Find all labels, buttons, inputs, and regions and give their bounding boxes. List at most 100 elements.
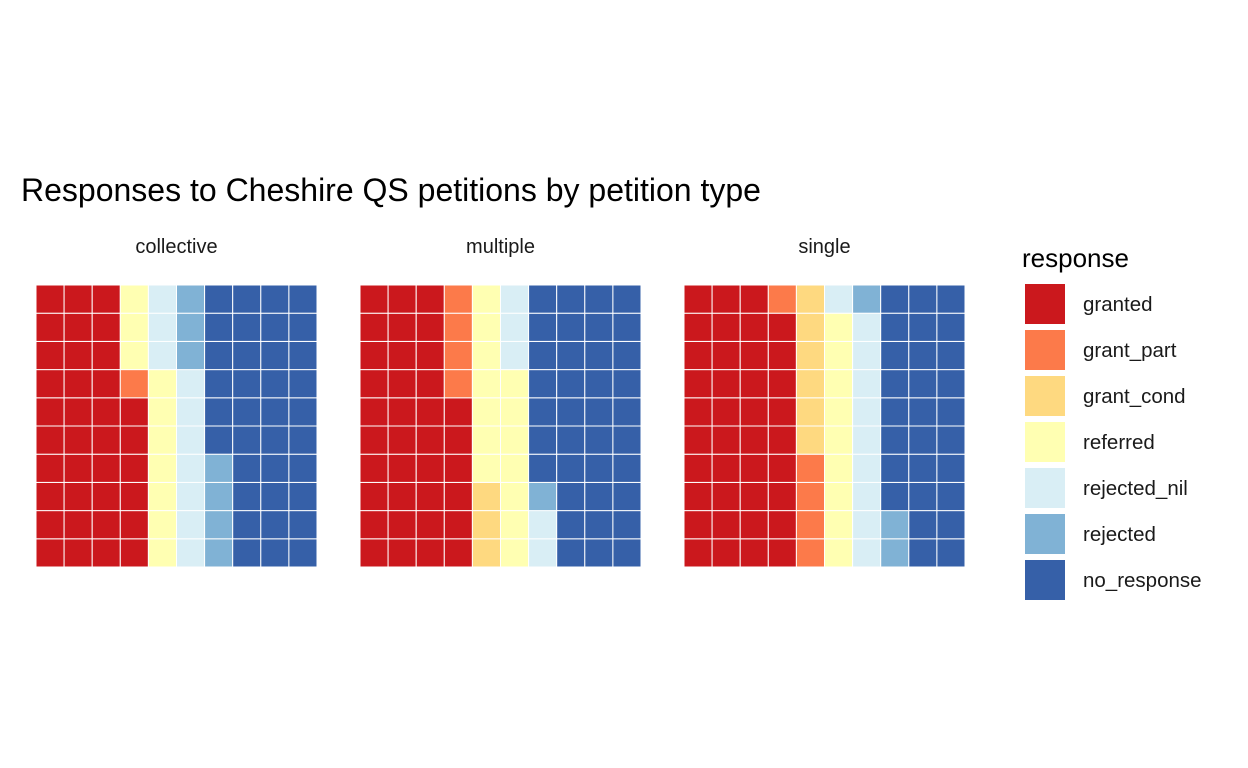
waffle-cell-referred bbox=[500, 369, 530, 399]
waffle-cell-no_response bbox=[880, 453, 910, 483]
waffle-cell-no_response bbox=[288, 285, 317, 314]
waffle-cell-no_response bbox=[232, 510, 262, 540]
waffle-cell-granted bbox=[711, 340, 741, 371]
legend-key-granted bbox=[1025, 284, 1065, 324]
waffle-cell-granted bbox=[415, 369, 445, 399]
waffle-cell-granted bbox=[443, 481, 473, 512]
waffle-cell-no_response bbox=[908, 285, 938, 314]
waffle-cell-referred bbox=[471, 453, 502, 483]
waffle-cell-granted bbox=[739, 397, 769, 427]
waffle-cell-granted bbox=[684, 340, 713, 371]
waffle-cell-no_response bbox=[288, 453, 317, 483]
waffle-cell-rejected_nil bbox=[852, 369, 882, 399]
waffle-cell-no_response bbox=[612, 510, 641, 540]
waffle-cell-no_response bbox=[556, 538, 586, 567]
waffle-cell-granted bbox=[684, 397, 713, 427]
waffle-cell-granted bbox=[36, 397, 65, 427]
waffle-cell-granted bbox=[387, 538, 417, 567]
waffle-cell-referred bbox=[471, 425, 502, 455]
waffle-cell-rejected bbox=[176, 312, 206, 342]
waffle-cell-no_response bbox=[204, 369, 234, 399]
waffle-cell-no_response bbox=[288, 510, 317, 540]
waffle-cell-granted bbox=[739, 481, 769, 512]
waffle-cell-granted bbox=[711, 312, 741, 342]
waffle-cell-no_response bbox=[232, 369, 262, 399]
waffle-cell-no_response bbox=[612, 453, 641, 483]
waffle-cell-no_response bbox=[936, 481, 965, 512]
waffle-cell-grant_part bbox=[443, 312, 473, 342]
waffle-cell-granted bbox=[739, 453, 769, 483]
waffle-cell-rejected bbox=[880, 510, 910, 540]
waffle-cell-granted bbox=[443, 538, 473, 567]
waffle-cell-granted bbox=[684, 481, 713, 512]
waffle-cell-granted bbox=[119, 510, 149, 540]
waffle-cell-no_response bbox=[908, 481, 938, 512]
waffle-cell-grant_part bbox=[443, 369, 473, 399]
waffle-cell-granted bbox=[415, 481, 445, 512]
waffle-cell-granted bbox=[91, 538, 121, 567]
waffle-cell-no_response bbox=[584, 510, 614, 540]
waffle-cell-no_response bbox=[288, 340, 317, 371]
waffle-cell-granted bbox=[684, 538, 713, 567]
waffle-cell-granted bbox=[711, 510, 741, 540]
waffle-cell-granted bbox=[767, 538, 797, 567]
legend-item-referred: referred bbox=[1022, 422, 1155, 468]
waffle-panel-single bbox=[684, 285, 965, 567]
waffle-cell-no_response bbox=[260, 538, 290, 567]
waffle-cell-granted bbox=[387, 397, 417, 427]
waffle-cell-granted bbox=[387, 340, 417, 371]
waffle-cell-no_response bbox=[556, 312, 586, 342]
waffle-cell-referred bbox=[824, 425, 854, 455]
legend-item-rejected_nil: rejected_nil bbox=[1022, 468, 1188, 514]
waffle-cell-referred bbox=[147, 397, 178, 427]
waffle-cell-granted bbox=[91, 369, 121, 399]
waffle-cell-rejected_nil bbox=[528, 510, 558, 540]
waffle-cell-no_response bbox=[260, 369, 290, 399]
waffle-grid-single bbox=[684, 285, 965, 567]
waffle-cell-rejected bbox=[176, 285, 206, 314]
waffle-cell-granted bbox=[360, 425, 389, 455]
waffle-cell-granted bbox=[360, 340, 389, 371]
waffle-panel-collective bbox=[36, 285, 317, 567]
legend-label-rejected_nil: rejected_nil bbox=[1083, 477, 1188, 500]
waffle-cell-granted bbox=[387, 312, 417, 342]
waffle-cell-no_response bbox=[260, 312, 290, 342]
waffle-cell-referred bbox=[119, 285, 149, 314]
waffle-cell-no_response bbox=[288, 425, 317, 455]
waffle-cell-rejected_nil bbox=[176, 510, 206, 540]
legend-item-grant_cond: grant_cond bbox=[1022, 376, 1186, 422]
waffle-cell-granted bbox=[684, 453, 713, 483]
waffle-cell-no_response bbox=[880, 425, 910, 455]
waffle-cell-no_response bbox=[528, 397, 558, 427]
waffle-cell-no_response bbox=[528, 369, 558, 399]
waffle-cell-no_response bbox=[232, 397, 262, 427]
waffle-cell-referred bbox=[500, 538, 530, 567]
waffle-cell-granted bbox=[415, 285, 445, 314]
waffle-cell-no_response bbox=[908, 453, 938, 483]
waffle-cell-granted bbox=[360, 481, 389, 512]
waffle-cell-granted bbox=[360, 397, 389, 427]
waffle-cell-granted bbox=[739, 510, 769, 540]
waffle-cell-granted bbox=[415, 397, 445, 427]
waffle-cell-no_response bbox=[936, 285, 965, 314]
waffle-cell-grant_cond bbox=[795, 312, 826, 342]
waffle-cell-grant_part bbox=[795, 453, 826, 483]
waffle-cell-referred bbox=[147, 425, 178, 455]
facet-label-single: single bbox=[798, 236, 851, 258]
waffle-panel-multiple bbox=[360, 285, 641, 567]
waffle-cell-rejected bbox=[204, 538, 234, 567]
waffle-cell-no_response bbox=[612, 481, 641, 512]
waffle-cell-referred bbox=[471, 369, 502, 399]
waffle-cell-referred bbox=[824, 369, 854, 399]
waffle-cell-granted bbox=[767, 340, 797, 371]
legend-key-grant_part bbox=[1025, 330, 1065, 370]
waffle-cell-no_response bbox=[528, 312, 558, 342]
legend-item-rejected: rejected bbox=[1022, 514, 1156, 560]
waffle-cell-no_response bbox=[584, 538, 614, 567]
waffle-cell-no_response bbox=[908, 397, 938, 427]
waffle-grid-collective bbox=[36, 285, 317, 567]
waffle-cell-granted bbox=[360, 369, 389, 399]
waffle-cell-granted bbox=[711, 369, 741, 399]
waffle-cell-grant_cond bbox=[471, 481, 502, 512]
waffle-cell-granted bbox=[767, 369, 797, 399]
